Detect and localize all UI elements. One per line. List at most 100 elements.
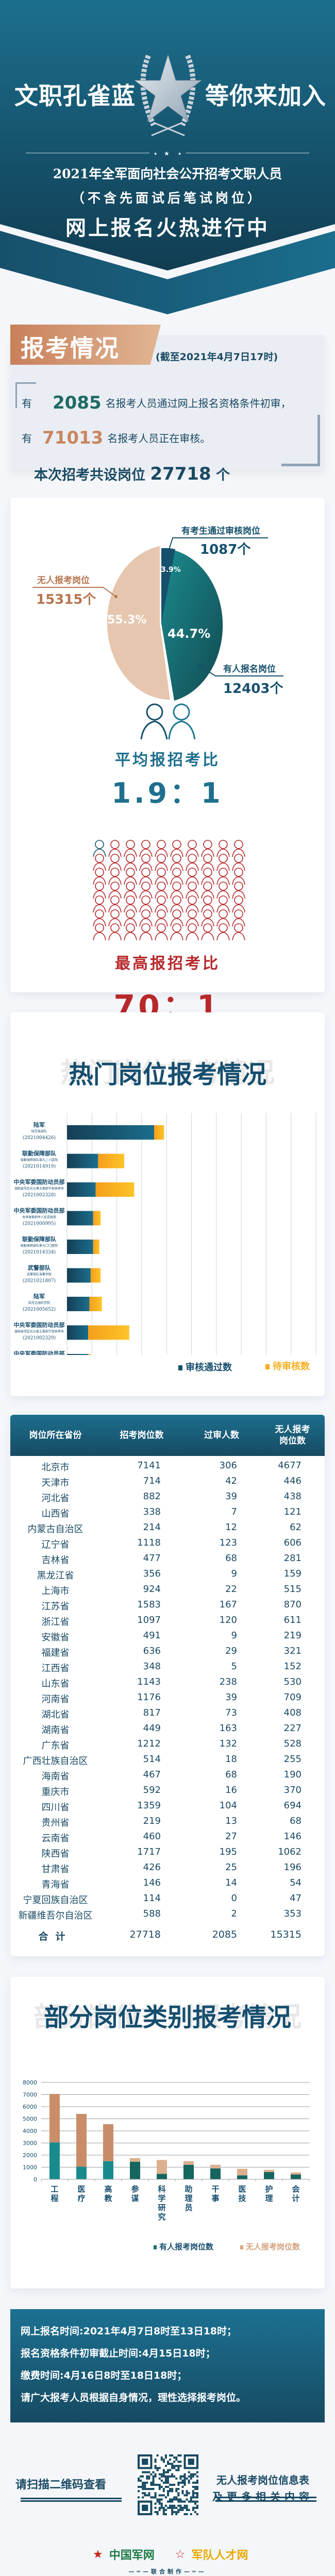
no-applicants-cell: 515 [283, 1584, 301, 1595]
legend-without-label: 无人报考岗位数 [246, 2242, 300, 2251]
positions-cell: 477 [143, 1553, 161, 1564]
avg-ratio-label: 平均报招考比 [115, 751, 220, 769]
table-row: 贵州省 219 13 68 [10, 1815, 325, 1830]
province-table-card [10, 1414, 325, 1956]
table-row: 甘肃省 426 25 196 [10, 1861, 325, 1876]
province-cell: 黑龙江省 [37, 1570, 74, 1581]
svg-text:谋: 谋 [131, 2194, 139, 2203]
svg-text:会: 会 [292, 2184, 299, 2194]
positions-cell: 146 [143, 1877, 161, 1888]
province-cell: 山东省 [41, 1679, 70, 1689]
province-cell: 广西壮族自治区 [23, 1756, 88, 1767]
col-no-applicants-line2: 岗位数 [279, 1436, 306, 1446]
province-cell: 天津市 [41, 1478, 70, 1488]
info-line-advice: 请广大报考人员根据自身情况，理性选择报考岗位。 [21, 2392, 246, 2403]
passed-cell: 9 [231, 1630, 237, 1641]
legend-with-label: 有人报考岗位数 [159, 2242, 214, 2251]
headline-line-3: 网上报名火热进行中 [65, 216, 270, 240]
table-row: 北京市 7141 306 4677 [10, 1459, 325, 1475]
no-applicants-cell: 281 [283, 1553, 301, 1564]
positions-cell: 592 [143, 1785, 161, 1795]
crowd-people-icon [93, 840, 245, 940]
header-background [0, 0, 335, 314]
qr-underline-left [21, 2500, 122, 2502]
legend-pending-swatch [265, 1364, 270, 1369]
svg-text:5000: 5000 [23, 2116, 37, 2123]
chinamil-logo-icon: ★ [93, 2548, 103, 2561]
province-cell: 浙江省 [41, 1617, 70, 1628]
status-prefix: 有 [22, 432, 32, 445]
col-passed: 过审人数 [204, 1430, 239, 1440]
status-suffix: 名报考人员通过网上报名资格条件初审， [105, 397, 291, 410]
reviewing-count: 71013 [42, 428, 104, 448]
legend-pass: 审核通过数 [178, 1360, 232, 1374]
slogan-left: 文职孔雀蓝 [14, 82, 136, 110]
pct-applied: 44.7% [167, 626, 210, 641]
svg-text:(2021000995): (2021000995) [23, 1221, 56, 1227]
table-row: 重庆市 592 16 370 [10, 1784, 325, 1799]
positions-title-text: 本次招考共设岗位 [34, 467, 145, 483]
svg-text:工: 工 [51, 2184, 58, 2194]
qr-desc-line1: 无人报考岗位信息表 [216, 2474, 309, 2486]
passed-cell: 12 [225, 1522, 237, 1533]
province-cell: 江苏省 [41, 1601, 70, 1612]
no-applicants-cell: 870 [283, 1599, 301, 1610]
jointly-produced: —═—联合制作—═— [0, 2567, 335, 2575]
qr-code[interactable] [138, 2454, 198, 2516]
positions-cell: 356 [143, 1568, 161, 1579]
positions-cell: 1717 [137, 1846, 161, 1857]
table-row: 江苏省 1583 167 870 [10, 1598, 325, 1614]
table-row: 浙江省 1097 120 611 [10, 1614, 325, 1629]
svg-text:干: 干 [211, 2184, 219, 2194]
province-cell: 宁夏回族自治区 [23, 1895, 88, 1906]
positions-cell: 714 [143, 1476, 161, 1486]
province-cell: 新疆维吾尔自治区 [18, 1910, 93, 1921]
svg-text:医: 医 [77, 2184, 85, 2194]
svg-text:陆军边海防学院: 陆军边海防学院 [28, 1301, 50, 1305]
made-by-deco-right: —═— [184, 2568, 207, 2575]
svg-text:高: 高 [104, 2184, 112, 2194]
positions-cell: 467 [143, 1769, 161, 1780]
svg-text:(2021005652): (2021005652) [23, 1307, 56, 1312]
legend-pending-label: 待审核数 [273, 1361, 310, 1372]
status-tag-background [10, 325, 161, 365]
no-applicants-cell: 255 [283, 1754, 301, 1765]
no-applicants-cell: 219 [283, 1630, 301, 1641]
positions-cell: 7141 [137, 1460, 161, 1471]
passed-cell: 14 [225, 1877, 237, 1888]
svg-text:中央军委国防动员部: 中央军委国防动员部 [14, 1321, 65, 1329]
qr-desc-line2: 及更多相关内容 [212, 2490, 313, 2503]
table-row: 河北省 882 39 438 [10, 1490, 325, 1505]
passed-count: 2085 [53, 393, 102, 413]
passed-cell: 5 [231, 1661, 237, 1672]
no-applicants-cell: 528 [283, 1738, 301, 1749]
table-row: 青海省 146 14 54 [10, 1876, 325, 1892]
positions-cell: 1583 [137, 1599, 161, 1610]
province-cell: 湖北省 [41, 1709, 70, 1720]
status-tag: 报考情况 [21, 334, 120, 362]
table-row: 江西省 348 5 152 [10, 1660, 325, 1675]
positions-cell: 588 [143, 1908, 161, 1919]
qr-line-right-top [215, 2497, 316, 2498]
province-cell: 云南省 [41, 1833, 70, 1844]
hot-posts-title: 热门岗位报考情况 [68, 1060, 266, 1089]
max-ratio-label: 最高报招考比 [115, 955, 220, 973]
svg-text:学: 学 [158, 2194, 165, 2203]
talent-net-logo-icon: ☆ [175, 2548, 186, 2561]
no-applicants-cell: 190 [283, 1769, 301, 1780]
table-body: 北京市 7141 306 4677 天津市 714 42 446 河北省 882 39 438 山西省 3… [10, 1459, 325, 1945]
table-row: 云南省 460 27 146 [10, 1830, 325, 1845]
legend-without: 无人报考岗位数 [240, 2241, 300, 2252]
province-cell: 甘肃省 [41, 1864, 70, 1875]
svg-text:1000: 1000 [23, 2164, 37, 2171]
svg-text:(2021014919): (2021014919) [23, 1164, 56, 1170]
province-cell: 吉林省 [41, 1555, 70, 1566]
province-cell: 重庆市 [41, 1787, 70, 1798]
passed-cell: 163 [219, 1723, 237, 1734]
svg-text:武警部队海警学院: 武警部队海警学院 [27, 1273, 52, 1277]
table-row: 山西省 338 7 121 [10, 1505, 325, 1521]
svg-text:7000: 7000 [23, 2092, 37, 2098]
positions-cell: 426 [143, 1862, 161, 1873]
positions-cell: 27718 [129, 1929, 161, 1940]
svg-text:湖南省军区长沙第五离职干部休养所: 湖南省军区长沙第五离职干部休养所 [14, 1187, 64, 1191]
